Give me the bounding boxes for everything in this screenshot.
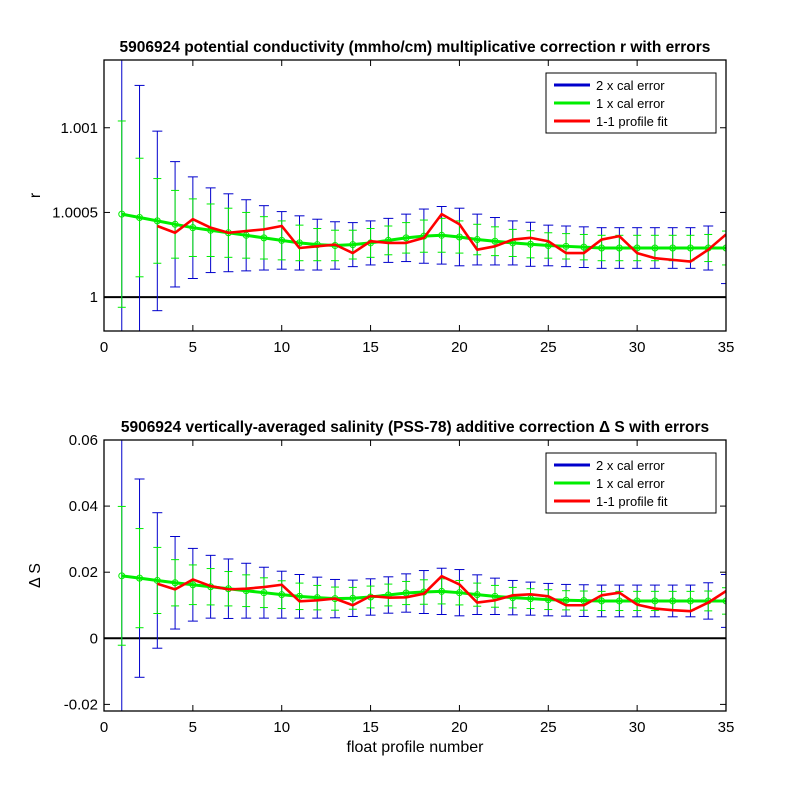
cal-fit-point [615, 244, 623, 252]
cal-fit-point [118, 572, 126, 580]
cal-fit-point [278, 236, 286, 244]
plot-area [104, 60, 726, 331]
x-tick-label: 35 [718, 339, 735, 356]
chart-1: 5906924 potential conductivity (mmho/cm)… [27, 39, 735, 356]
profile-fit-line [156, 212, 726, 263]
legend: 2 x cal error 1 x cal error 1-1 profile fi… [545, 72, 717, 134]
cal-fit-point [491, 237, 499, 245]
x-tick-label: 35 [718, 719, 735, 736]
error-bar-2x [721, 574, 726, 628]
x-tick-label: 0 [100, 339, 108, 356]
cal-fit-point [598, 597, 606, 605]
y-tick-label: 0.06 [69, 432, 98, 449]
cal-fit-point [580, 243, 588, 251]
error-bar-1x [117, 505, 126, 646]
cal-fit-point [455, 233, 463, 241]
y-tick-label: 0 [90, 630, 98, 647]
cal-fit-point [153, 217, 161, 225]
x-tick-label: 25 [540, 339, 557, 356]
x-tick-label: 30 [629, 339, 646, 356]
axes-box [103, 59, 727, 332]
cal-fit-point [598, 244, 606, 252]
cal-fit-point [313, 241, 321, 249]
y-tick-label: 0.02 [69, 564, 98, 581]
axes-box [103, 439, 727, 712]
y-tick-label: 0.04 [69, 498, 98, 515]
chart-2: 5906924 vertically-averaged salinity (PS… [27, 419, 734, 756]
x-tick-label: 0 [100, 719, 108, 736]
cal-fit-point [651, 597, 659, 605]
x-tick-label: 10 [273, 719, 290, 736]
cal-fit-point [722, 597, 726, 605]
y-tick-label: 1.0005 [52, 204, 98, 221]
cal-fit-point [722, 244, 726, 252]
x-axis-label: float profile number [347, 739, 485, 756]
cal-fit-point [278, 591, 286, 599]
cal-fit-point [562, 596, 570, 604]
chart-title: 5906924 vertically-averaged salinity (PS… [121, 419, 709, 436]
cal-fit-point [189, 581, 197, 589]
cal-fit-point [615, 597, 623, 605]
legend-label: 2 x cal error [596, 78, 665, 93]
cal-fit-point [171, 579, 179, 587]
x-tick-label: 15 [362, 719, 379, 736]
cal-fit-point [669, 244, 677, 252]
cal-fit-point [455, 589, 463, 597]
cal-fit-point [349, 594, 357, 602]
cal-fit-point [136, 214, 144, 222]
legend-label: 1 x cal error [596, 96, 665, 111]
x-tick-label: 25 [540, 719, 557, 736]
cal-fit-point [669, 597, 677, 605]
cal-fit-point [562, 242, 570, 250]
y-axis-label: Δ S [27, 563, 44, 588]
x-tick-label: 5 [189, 719, 197, 736]
cal-fit-point [580, 597, 588, 605]
profile-fit-line [156, 574, 726, 613]
x-tick-label: 5 [189, 339, 197, 356]
y-tick-label: 1.001 [60, 120, 98, 137]
x-tick-label: 30 [629, 719, 646, 736]
error-bar-1x [722, 230, 726, 266]
cal-fit-point [136, 574, 144, 582]
plot-area [104, 440, 726, 711]
cal-fit-point [686, 244, 694, 252]
cal-fit-point [686, 597, 694, 605]
x-tick-label: 20 [451, 719, 468, 736]
cal-fit-point [295, 592, 303, 600]
chart-title: 5906924 potential conductivity (mmho/cm)… [120, 39, 711, 56]
error-bar-1x [722, 587, 726, 615]
cal-fit-point [260, 589, 268, 597]
cal-fit-point [527, 240, 535, 248]
cal-fit-point [153, 576, 161, 584]
legend: 2 x cal error 1 x cal error 1-1 profile fi… [545, 452, 717, 514]
cal-fit-point [438, 587, 446, 595]
x-tick-label: 20 [451, 339, 468, 356]
cal-fit-point [633, 244, 641, 252]
y-axis-label: r [27, 192, 44, 198]
cal-fit-point [118, 210, 126, 218]
cal-fit-point [260, 234, 268, 242]
cal-fit-point [473, 591, 481, 599]
y-tick-label: 1 [90, 289, 98, 306]
cal-fit-point [651, 244, 659, 252]
x-tick-label: 10 [273, 339, 290, 356]
cal-fit-point [189, 224, 197, 232]
cal-fit-point [438, 231, 446, 239]
y-tick-label: -0.02 [64, 696, 98, 713]
legend-label: 1-1 profile fit [596, 494, 668, 509]
cal-fit-point [349, 241, 357, 249]
x-tick-label: 15 [362, 339, 379, 356]
legend-label: 2 x cal error [596, 458, 665, 473]
legend-label: 1 x cal error [596, 476, 665, 491]
legend-label: 1-1 profile fit [596, 114, 668, 129]
cal-fit-point [473, 236, 481, 244]
cal-fit-point [402, 234, 410, 242]
cal-fit-point [171, 220, 179, 228]
